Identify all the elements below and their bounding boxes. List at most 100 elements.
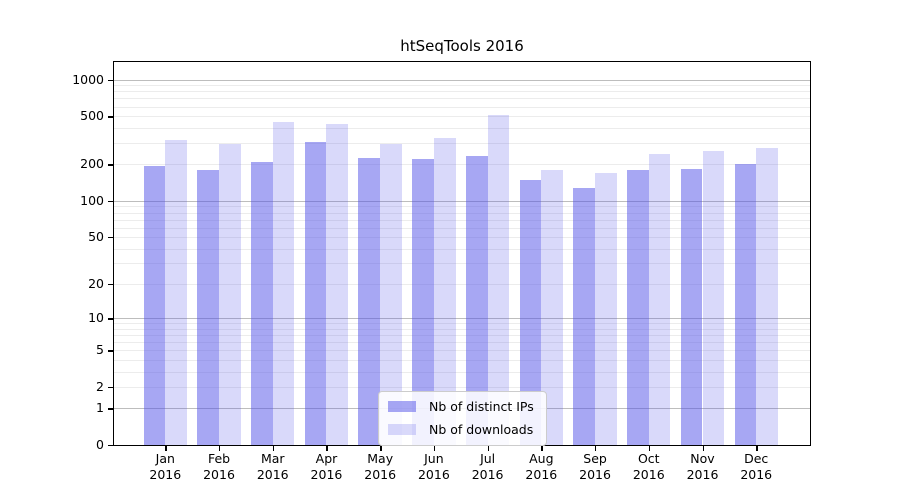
bar-downloads-nov — [702, 150, 725, 446]
y-tick-label-0: 0 — [96, 437, 104, 452]
x-tick-oct — [648, 446, 651, 451]
x-label-year-nov: 2016 — [686, 467, 719, 482]
y-tick-label-5: 5 — [96, 342, 104, 358]
x-tick-dec — [756, 446, 758, 451]
y-tick-label-20: 20 — [88, 275, 104, 291]
x-label-month-oct: Oct — [637, 451, 660, 466]
y-tick-50 — [108, 237, 113, 239]
x-tick-jul — [487, 446, 489, 451]
y-tick-label-200: 200 — [80, 156, 104, 172]
y-tick-100 — [108, 200, 113, 203]
y-tick-1000 — [108, 79, 113, 81]
gridline-20 — [113, 283, 811, 285]
y-tick-label-2: 2 — [96, 378, 104, 394]
gridline-80 — [113, 212, 811, 214]
legend-label-downloads: Nb of downloads — [429, 422, 534, 437]
gridline-60 — [113, 227, 811, 229]
bar-distinct-ips-feb — [197, 170, 219, 446]
bar-downloads-mar — [272, 122, 295, 446]
bar-distinct-ips-apr — [304, 142, 327, 446]
gridline-10 — [113, 318, 811, 320]
y-tick-label-1000: 1000 — [72, 71, 104, 87]
y-tick-label-50: 50 — [88, 229, 104, 245]
x-tick-may — [380, 446, 382, 451]
x-label-year-may: 2016 — [364, 467, 397, 482]
bar-distinct-ips-jun — [412, 158, 434, 446]
bar-distinct-ips-jan — [143, 165, 166, 446]
gridline-50 — [113, 237, 811, 239]
gridline-900 — [113, 85, 811, 87]
y-tick-label-1: 1 — [96, 400, 104, 416]
gridline-90 — [113, 206, 811, 208]
x-label-month-feb: Feb — [207, 451, 231, 466]
gridline-30 — [113, 263, 811, 265]
x-label-month-jan: Jan — [155, 451, 175, 466]
legend: Nb of distinct IPs Nb of downloads — [378, 391, 547, 446]
x-tick-jun — [433, 446, 436, 451]
gridline-2 — [113, 386, 811, 388]
x-tick-sep — [595, 446, 597, 451]
y-tick-0 — [108, 445, 113, 447]
bar-distinct-ips-dec — [734, 164, 757, 446]
legend-item-downloads: Nb of downloads — [388, 422, 534, 437]
x-label-year-mar: 2016 — [256, 467, 289, 482]
gridline-400 — [113, 127, 811, 129]
bar-downloads-apr — [326, 124, 349, 446]
y-tick-5 — [108, 350, 113, 352]
y-tick-label-100: 100 — [80, 192, 104, 208]
gridline-7 — [113, 335, 811, 336]
x-label-year-jul: 2016 — [471, 467, 504, 482]
bar-distinct-ips-aug — [519, 180, 542, 446]
gridline-700 — [113, 98, 811, 100]
y-tick-label-10: 10 — [88, 310, 104, 326]
bar-downloads-feb — [219, 143, 241, 446]
bar-downloads-aug — [541, 170, 564, 446]
y-tick-10 — [108, 318, 113, 320]
y-tick-200 — [108, 164, 113, 166]
gridline-600 — [113, 106, 811, 108]
bar-downloads-may — [380, 144, 402, 446]
plot-area — [113, 61, 811, 446]
y-tick-20 — [108, 283, 113, 286]
x-tick-nov — [702, 446, 704, 451]
x-tick-mar — [272, 446, 275, 451]
legend-item-distinct-ips: Nb of distinct IPs — [388, 399, 534, 414]
x-label-month-sep: Sep — [583, 451, 607, 466]
bar-distinct-ips-mar — [251, 161, 273, 446]
x-label-year-jan: 2016 — [149, 467, 182, 482]
gridline-9 — [113, 323, 811, 325]
gridline-800 — [113, 91, 811, 93]
bar-distinct-ips-nov — [680, 169, 703, 446]
gridline-8 — [113, 328, 811, 330]
gridline-100 — [113, 200, 811, 202]
x-label-year-sep: 2016 — [579, 467, 611, 482]
x-tick-apr — [326, 446, 328, 451]
x-label-year-oct: 2016 — [632, 467, 665, 482]
legend-swatch-distinct-ips — [388, 401, 416, 412]
chart-title: htSeqTools 2016 — [400, 37, 524, 55]
x-tick-aug — [541, 446, 543, 451]
x-label-month-may: May — [367, 451, 394, 466]
x-label-year-dec: 2016 — [740, 467, 773, 482]
bar-downloads-sep — [595, 173, 617, 446]
x-label-month-apr: Apr — [315, 451, 338, 466]
gridline-200 — [113, 164, 811, 166]
gridline-5 — [113, 350, 811, 352]
x-label-month-mar: Mar — [260, 451, 285, 466]
bar-downloads-dec — [756, 147, 778, 446]
gridline-3 — [113, 371, 811, 373]
legend-label-distinct-ips: Nb of distinct IPs — [429, 399, 534, 414]
x-label-month-aug: Aug — [529, 451, 554, 466]
bar-distinct-ips-may — [358, 158, 381, 446]
x-label-year-aug: 2016 — [525, 467, 558, 482]
x-label-month-jul: Jul — [480, 451, 496, 466]
y-tick-2 — [108, 386, 113, 389]
x-label-month-dec: Dec — [744, 451, 769, 466]
gridline-40 — [113, 248, 811, 250]
bar-distinct-ips-sep — [573, 187, 596, 446]
bar-downloads-jan — [165, 140, 187, 446]
legend-swatch-downloads — [388, 424, 416, 435]
x-label-month-nov: Nov — [690, 451, 715, 466]
bar-downloads-jun — [433, 137, 456, 446]
